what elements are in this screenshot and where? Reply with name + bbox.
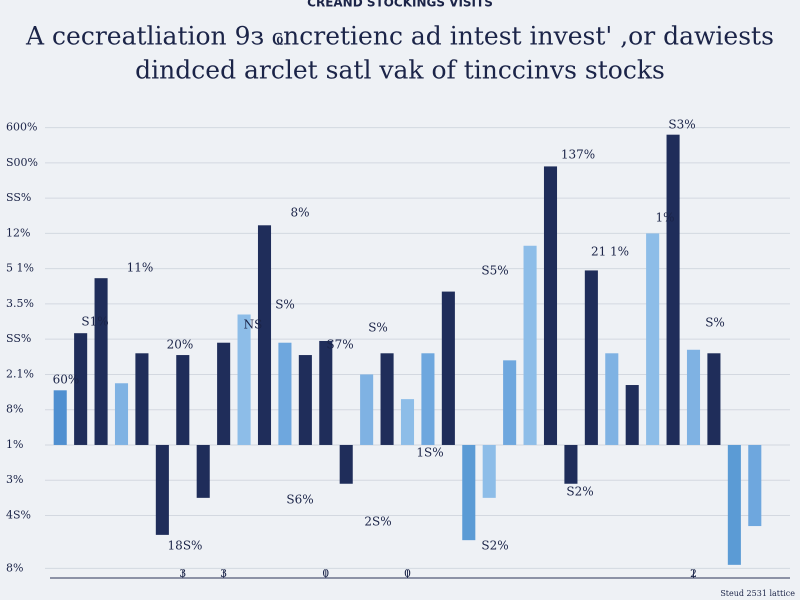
bar [503,360,517,445]
y-tick-label: 8% [6,403,23,416]
bar [543,166,558,445]
annotation: S3% [668,118,695,132]
annotation: 137% [561,148,595,162]
annotation: S7% [326,338,353,352]
y-tick-label: 3% [6,473,23,486]
bar [114,383,129,445]
bar [748,444,762,527]
bar [278,342,292,445]
y-tick-label: 3.5% [6,297,34,310]
bar [380,353,394,445]
y-tick-label: 2.1% [6,367,34,380]
y-tick-label: 5 1% [6,262,34,275]
bar [625,385,639,445]
bar [666,134,680,445]
header: CREAND STOCKINGS VISITS [307,0,493,10]
bar [564,444,578,484]
annotation: S% [705,316,725,330]
y-tick-label: 4S% [6,508,31,521]
y-tick-label: 1% [6,438,23,451]
y-tick-label: SS% [6,332,31,345]
bar [482,444,496,498]
bar [523,245,537,445]
y-tick-label: 8% [6,561,23,574]
chart-title: A cecreatliation 9з ҩncretienc ad intest… [25,22,774,51]
annotation: S5% [481,264,508,278]
x-tick-label: 3 [220,567,227,580]
annotation: 11% [127,261,154,275]
bar [155,444,169,535]
annotation: 1% [655,211,674,225]
bar [707,353,721,445]
x-tick-label: 2 [690,567,697,580]
bar [646,233,660,445]
chart-subtitle: dindced arclet satl vak of tinccinvs sto… [135,56,665,85]
bar [176,355,190,445]
y-tick-label: 12% [6,226,30,239]
bar [605,353,619,445]
bar [360,374,374,445]
x-tick-label: 0 [322,567,329,580]
bar [237,314,251,445]
annotation: 60% [53,373,80,387]
bar [298,355,312,445]
annotation: 20% [167,338,194,352]
y-tick-label: S00% [6,156,38,169]
bar [421,353,435,445]
bar [462,444,476,541]
bar [135,353,149,445]
bar [74,333,88,445]
x-tick-label: 0 [404,567,411,580]
annotation: NS [244,318,263,332]
annotation: 8% [290,206,309,220]
y-tick-label: 600% [6,121,37,134]
annotation: S% [275,298,295,312]
annotation: 18S% [168,539,203,553]
bar [319,340,333,445]
bar [217,342,231,445]
source: Steud 2531 lattice [720,589,795,598]
annotation: 2S% [364,515,391,529]
bar [584,270,598,445]
bar [441,291,455,445]
bar [257,225,272,445]
y-tick-label: SS% [6,191,31,204]
bar [686,349,701,445]
x-tick-label: 3 [179,567,186,580]
bar [94,278,108,445]
annotation: S6% [286,493,313,507]
bar [400,399,415,445]
bar [727,444,741,565]
annotation: S2% [566,485,593,499]
bar [196,444,210,498]
annotation: 21 1% [591,245,629,259]
annotation: 1S% [416,446,443,460]
annotation: S% [368,321,388,335]
annotation: S1% [81,315,108,329]
bar [339,444,353,484]
annotation: S2% [481,539,508,553]
bar [53,390,67,445]
